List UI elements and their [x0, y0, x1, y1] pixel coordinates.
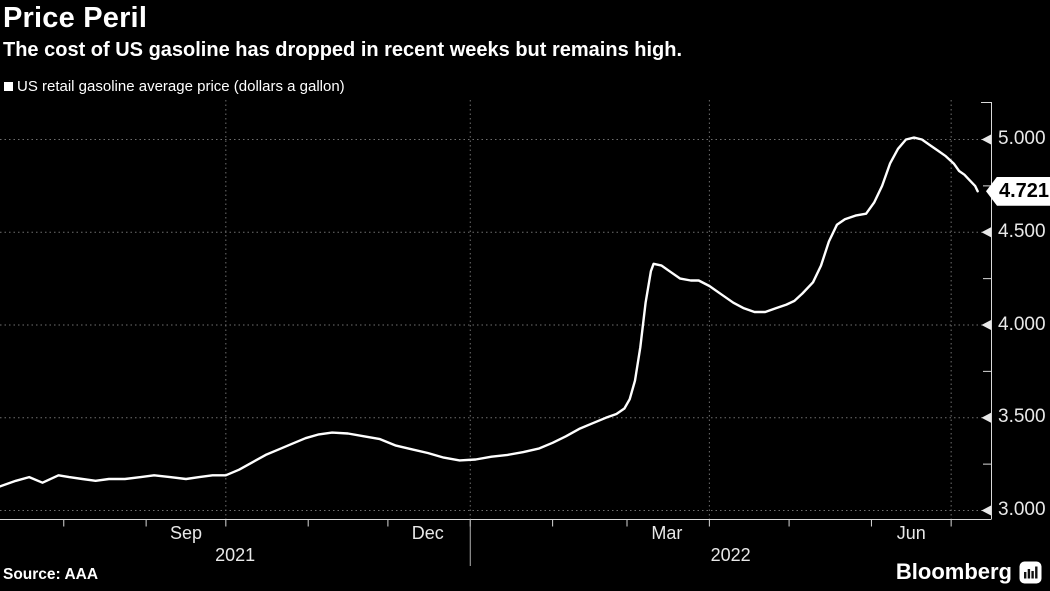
y-axis-tick-arrow	[981, 134, 991, 145]
chart-subtitle: The cost of US gasoline has dropped in r…	[3, 39, 683, 61]
bar-chart-icon	[1019, 561, 1042, 583]
last-price-callout: 4.721	[986, 176, 1050, 206]
y-axis-tick-arrow	[981, 227, 991, 238]
legend-square-icon	[4, 82, 13, 91]
bloomberg-wordmark: Bloomberg	[895, 559, 1012, 584]
legend-label: US retail gasoline average price (dollar…	[17, 78, 345, 95]
y-axis-tick-arrow	[981, 320, 991, 330]
bloomberg-logo: Bloomberg	[896, 559, 1042, 585]
chart-legend: US retail gasoline average price (dollar…	[4, 78, 345, 95]
y-axis-tick-arrow	[981, 412, 991, 423]
y-axis-tick-arrow	[981, 505, 991, 516]
source-attribution: Source: AAA	[3, 566, 99, 583]
page-title: Price Peril	[3, 2, 148, 34]
price-line-series	[0, 136, 979, 488]
